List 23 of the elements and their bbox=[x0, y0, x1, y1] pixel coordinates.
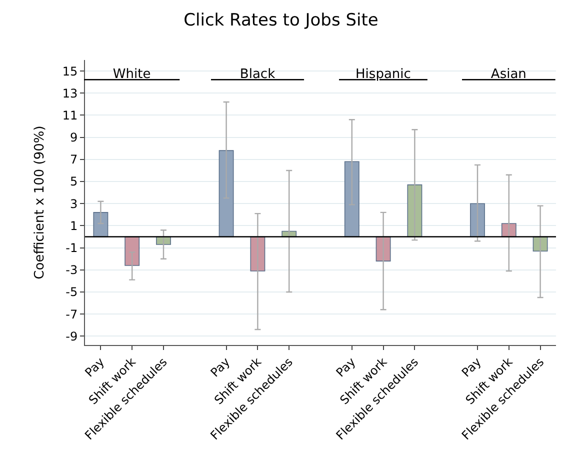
y-tick-label: 5 bbox=[70, 174, 78, 189]
annotation: Asian bbox=[462, 67, 556, 82]
annotation: Hispanic bbox=[339, 67, 428, 82]
x-tick-label: Pay bbox=[208, 354, 233, 380]
y-tick-label: 13 bbox=[62, 86, 78, 100]
y-tick-label: 3 bbox=[70, 196, 78, 211]
y-tick-label: -5 bbox=[66, 285, 78, 300]
x-tick-label: Pay bbox=[82, 354, 108, 380]
annotation: White bbox=[84, 67, 180, 82]
y-tick-label: 11 bbox=[62, 108, 78, 122]
y-tick-label: 7 bbox=[70, 152, 78, 167]
y-tick-label: 9 bbox=[70, 130, 78, 145]
y-tick-label: 15 bbox=[62, 64, 78, 78]
y-tick-label: -7 bbox=[66, 307, 78, 322]
chart-title: Click Rates to Jobs Site bbox=[184, 10, 378, 30]
y-tick-label: -3 bbox=[66, 263, 78, 278]
annotation: Black bbox=[211, 67, 304, 82]
y-tick-label: -1 bbox=[66, 240, 78, 255]
y-tick-label: -9 bbox=[66, 329, 78, 344]
x-tick-label: Pay bbox=[333, 354, 358, 380]
y-tick-label: 1 bbox=[70, 218, 78, 233]
y-axis-title: Coefficient x 100 (90%) bbox=[32, 126, 48, 280]
x-tick-label: Pay bbox=[459, 354, 484, 380]
